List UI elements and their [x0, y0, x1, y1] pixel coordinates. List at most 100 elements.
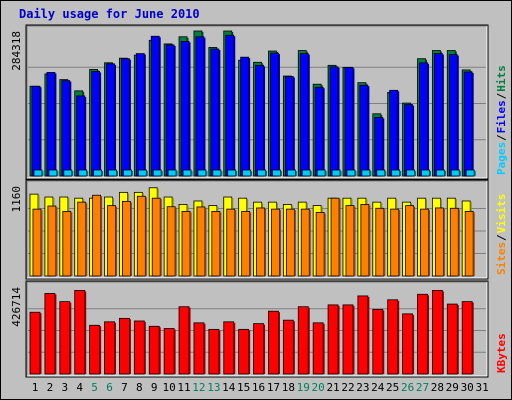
bar-shadow [219, 212, 222, 276]
bar-kbytes-day-1 [29, 311, 41, 375]
bar-pages-day-11 [182, 169, 192, 177]
x-label-day-23: 23 [356, 381, 369, 394]
bar-files-day-7 [121, 58, 130, 177]
bar-shadow [55, 207, 58, 276]
bar-kbytes-day-6 [104, 321, 115, 375]
chart-title: Daily usage for June 2010 [19, 7, 200, 21]
x-label-day-30: 30 [461, 381, 474, 394]
bar-shadow [161, 171, 163, 176]
bar-shadow [427, 63, 429, 176]
bar-shadow [203, 323, 206, 374]
bar-sites-day-11 [181, 210, 191, 277]
bar-sites-day-5 [92, 194, 102, 277]
bar-shadow [86, 171, 89, 176]
bar-kbytes-day-29 [446, 303, 458, 375]
bar-files-day-30 [463, 71, 473, 177]
x-label-day-24: 24 [371, 381, 385, 394]
bar-files-day-26 [404, 104, 413, 177]
bar-shadow [70, 212, 73, 276]
bar-kbytes-day-16 [253, 323, 264, 375]
x-label-day-21: 21 [326, 381, 339, 394]
x-label-day-18: 18 [282, 381, 295, 394]
bar-shadow [308, 54, 310, 177]
bar-shadow [220, 171, 223, 176]
bar-kbytes-day-10 [163, 328, 175, 375]
bar-sites-day-28 [434, 207, 444, 277]
bar-shadow [145, 197, 147, 276]
bar-shadow [309, 210, 311, 276]
bar-kbytes-day-28 [431, 290, 443, 375]
bar-sites-day-3 [62, 210, 72, 277]
bar-shadow [233, 322, 236, 374]
bar-sites-day-14 [226, 208, 236, 277]
bar-sites-day-7 [122, 200, 131, 277]
bar-shadow [40, 87, 42, 176]
bar-kbytes-day-11 [178, 306, 190, 375]
legend-separator: / [495, 92, 508, 99]
x-label-day-3: 3 [61, 381, 68, 394]
bar-shadow [399, 171, 402, 176]
bar-shadow [159, 37, 161, 176]
bar-sites-day-4 [77, 201, 87, 277]
bar-files-day-24 [374, 116, 384, 177]
bar-pages-day-14 [227, 169, 237, 177]
y-max-label: 284318 [10, 31, 23, 71]
legend-sites: Sites [495, 242, 508, 275]
bar-shadow [99, 326, 102, 374]
bar-pages-day-2 [48, 169, 58, 177]
bar-shadow [175, 207, 177, 276]
x-label-day-2: 2 [47, 381, 54, 394]
bar-sites-day-15 [241, 210, 251, 277]
bar-shadow [54, 294, 57, 374]
bar-shadow [54, 73, 57, 176]
bar-pages-day-16 [257, 169, 266, 177]
bar-shadow [174, 45, 176, 176]
bar-pages-day-7 [123, 169, 132, 177]
bar-shadow [472, 302, 474, 374]
bar-shadow [129, 319, 131, 374]
bar-shadow [428, 210, 430, 276]
bar-shadow [99, 72, 102, 176]
bar-shadow [234, 210, 237, 276]
bar-shadow [263, 324, 266, 374]
bar-files-day-6 [106, 63, 115, 177]
legend-hits: Hits [495, 65, 508, 92]
bar-shadow [116, 171, 119, 176]
bar-files-day-20 [314, 86, 324, 177]
bar-shadow [444, 171, 446, 176]
bar-shadow [71, 171, 74, 176]
x-label-day-7: 7 [121, 381, 128, 394]
bar-shadow [69, 302, 72, 374]
bar-sites-day-16 [256, 207, 265, 277]
bar-shadow [144, 54, 146, 177]
bar-kbytes-day-4 [74, 290, 86, 375]
x-label-day-15: 15 [237, 381, 250, 394]
bar-pages-day-19 [301, 169, 311, 177]
bar-shadow [176, 171, 178, 176]
bar-files-day-28 [433, 53, 443, 177]
bar-shadow [324, 213, 326, 276]
bar-pages-day-9 [152, 169, 162, 177]
legend-kbytes: KBytes [495, 333, 508, 373]
bar-files-day-4 [76, 95, 86, 177]
bar-shadow [338, 67, 340, 176]
bar-shadow [368, 205, 371, 276]
bar-shadow [56, 171, 59, 176]
bar-shadow [233, 36, 236, 177]
bar-kbytes-day-15 [238, 328, 250, 375]
bar-shadow [457, 55, 459, 176]
bar-pages-day-13 [212, 169, 222, 177]
x-label-day-28: 28 [431, 381, 444, 394]
bar-shadow [189, 307, 191, 374]
bar-kbytes-day-19 [297, 306, 309, 375]
y-max-label: 426714 [10, 287, 23, 327]
bar-shadow [339, 199, 341, 276]
bar-sites-day-19 [300, 208, 310, 277]
bar-shadow [279, 210, 281, 276]
x-label-day-17: 17 [267, 381, 280, 394]
bar-shadow [265, 171, 268, 176]
bar-pages-day-28 [435, 169, 445, 177]
bar-pages-day-12 [197, 169, 207, 177]
bar-shadow [144, 321, 146, 374]
